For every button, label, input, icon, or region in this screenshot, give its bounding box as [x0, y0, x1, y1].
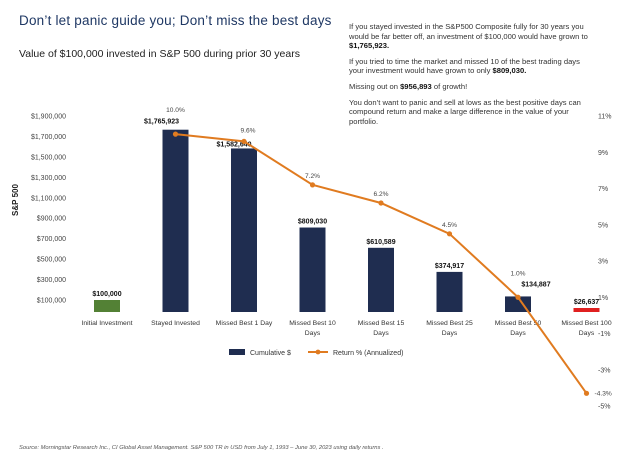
note-value: $956,893: [400, 81, 432, 91]
x-category-label: Missed Best 25: [426, 320, 473, 327]
y2-tick-label: 3%: [598, 259, 608, 266]
bar-data-label: $26,637: [574, 299, 599, 306]
x-category-label: Missed Best 100: [561, 320, 611, 327]
bar: [436, 271, 463, 312]
x-category-label: Missed Best 50: [495, 320, 542, 327]
return-data-label: 9.6%: [240, 127, 255, 134]
x-category-label: Missed Best 15: [358, 320, 405, 327]
y-axis-title: S&P 500: [11, 184, 20, 216]
x-category-label: Stayed Invested: [151, 320, 200, 327]
y2-tick-label: 9%: [598, 150, 608, 157]
x-category-label: Missed Best 1 Day: [216, 320, 273, 327]
return-data-label: 6.2%: [373, 191, 388, 198]
note-text: Missing out on: [349, 81, 401, 91]
y2-tick-label: -3%: [598, 367, 610, 374]
note-text: If you stayed invested in the S&P500 Com…: [349, 22, 588, 41]
y-tick-label: $1,900,000: [31, 114, 66, 121]
bar: [162, 129, 189, 312]
return-data-label: 7.2%: [305, 173, 320, 180]
y-tick-label: $1,500,000: [31, 154, 66, 161]
return-point: [241, 138, 247, 144]
legend-label: Cumulative $: [250, 350, 291, 357]
source-note: Source: Morningstar Research Inc., CI Gl…: [19, 445, 384, 451]
bar: [231, 148, 257, 312]
note-missing-growth: Missing out on $956,893 of growth!: [349, 82, 589, 92]
x-category-label: Initial Investment: [82, 320, 133, 327]
chart-subtitle: Value of $100,000 invested in S&P 500 du…: [19, 48, 300, 60]
return-data-label: 10.0%: [166, 107, 185, 114]
note-text: of growth!: [431, 81, 468, 91]
y2-tick-label: -5%: [598, 404, 610, 411]
note-stayed-invested: If you stayed invested in the S&P500 Com…: [349, 22, 589, 51]
y-tick-label: $300,000: [37, 277, 66, 284]
y-tick-label: $1,700,000: [31, 134, 66, 141]
note-text: You don’t want to panic and sell at lows…: [349, 97, 581, 126]
bar-data-label: $374,917: [435, 263, 464, 270]
y2-tick-label: 1%: [598, 295, 608, 302]
y-tick-label: $1,300,000: [31, 175, 66, 182]
bar-data-label: $809,030: [298, 219, 327, 226]
x-category-label: Days: [579, 330, 595, 337]
bar-data-label: $610,589: [366, 239, 395, 246]
note-missed-days: If you tried to time the market and miss…: [349, 57, 589, 76]
page-title: Don’t let panic guide you; Don’t miss th…: [19, 13, 332, 28]
bar-data-label: $134,887: [521, 281, 550, 288]
bar: [573, 308, 600, 312]
x-category-label: Days: [510, 330, 526, 337]
return-point: [378, 200, 384, 206]
y-tick-label: $900,000: [37, 216, 66, 223]
notes-panel: If you stayed invested in the S&P500 Com…: [349, 22, 589, 132]
return-data-label: 1.0%: [510, 270, 525, 277]
y-tick-label: $700,000: [37, 236, 66, 243]
y-tick-label: $500,000: [37, 257, 66, 264]
x-category-label: Days: [442, 330, 458, 337]
bar: [368, 247, 394, 312]
return-point: [172, 131, 179, 137]
x-category-label: Missed Best 10: [289, 320, 336, 327]
return-point: [446, 231, 453, 237]
note-value: $809,030.: [492, 66, 527, 76]
legend-label: Return % (Annualized): [333, 350, 403, 357]
y2-tick-label: 11%: [598, 114, 612, 121]
bar-data-label: $100,000: [92, 291, 121, 298]
return-point: [309, 182, 316, 188]
y2-tick-label: -1%: [598, 331, 610, 338]
y-tick-label: $1,100,000: [31, 195, 66, 202]
x-category-label: Days: [305, 330, 321, 337]
legend-marker: [315, 349, 321, 355]
note-value: $1,765,923.: [349, 41, 390, 51]
y2-tick-label: 7%: [598, 186, 608, 193]
y-tick-label: $100,000: [37, 298, 66, 305]
y2-tick-label: 5%: [598, 222, 608, 229]
x-category-label: Days: [373, 330, 389, 337]
bar-data-label: $1,765,923: [144, 119, 179, 126]
legend-swatch-bars: [229, 349, 245, 355]
bar: [299, 227, 326, 312]
bar: [505, 296, 531, 312]
bar: [94, 300, 120, 312]
note-text: If you tried to time the market and miss…: [349, 56, 580, 76]
return-point: [515, 294, 521, 300]
note-advice: You don’t want to panic and sell at lows…: [349, 98, 589, 127]
return-point: [583, 390, 590, 396]
bar-data-label: $1,582,640: [216, 141, 251, 148]
return-data-label: -4.3%: [595, 390, 612, 397]
return-data-label: 4.5%: [442, 222, 457, 229]
